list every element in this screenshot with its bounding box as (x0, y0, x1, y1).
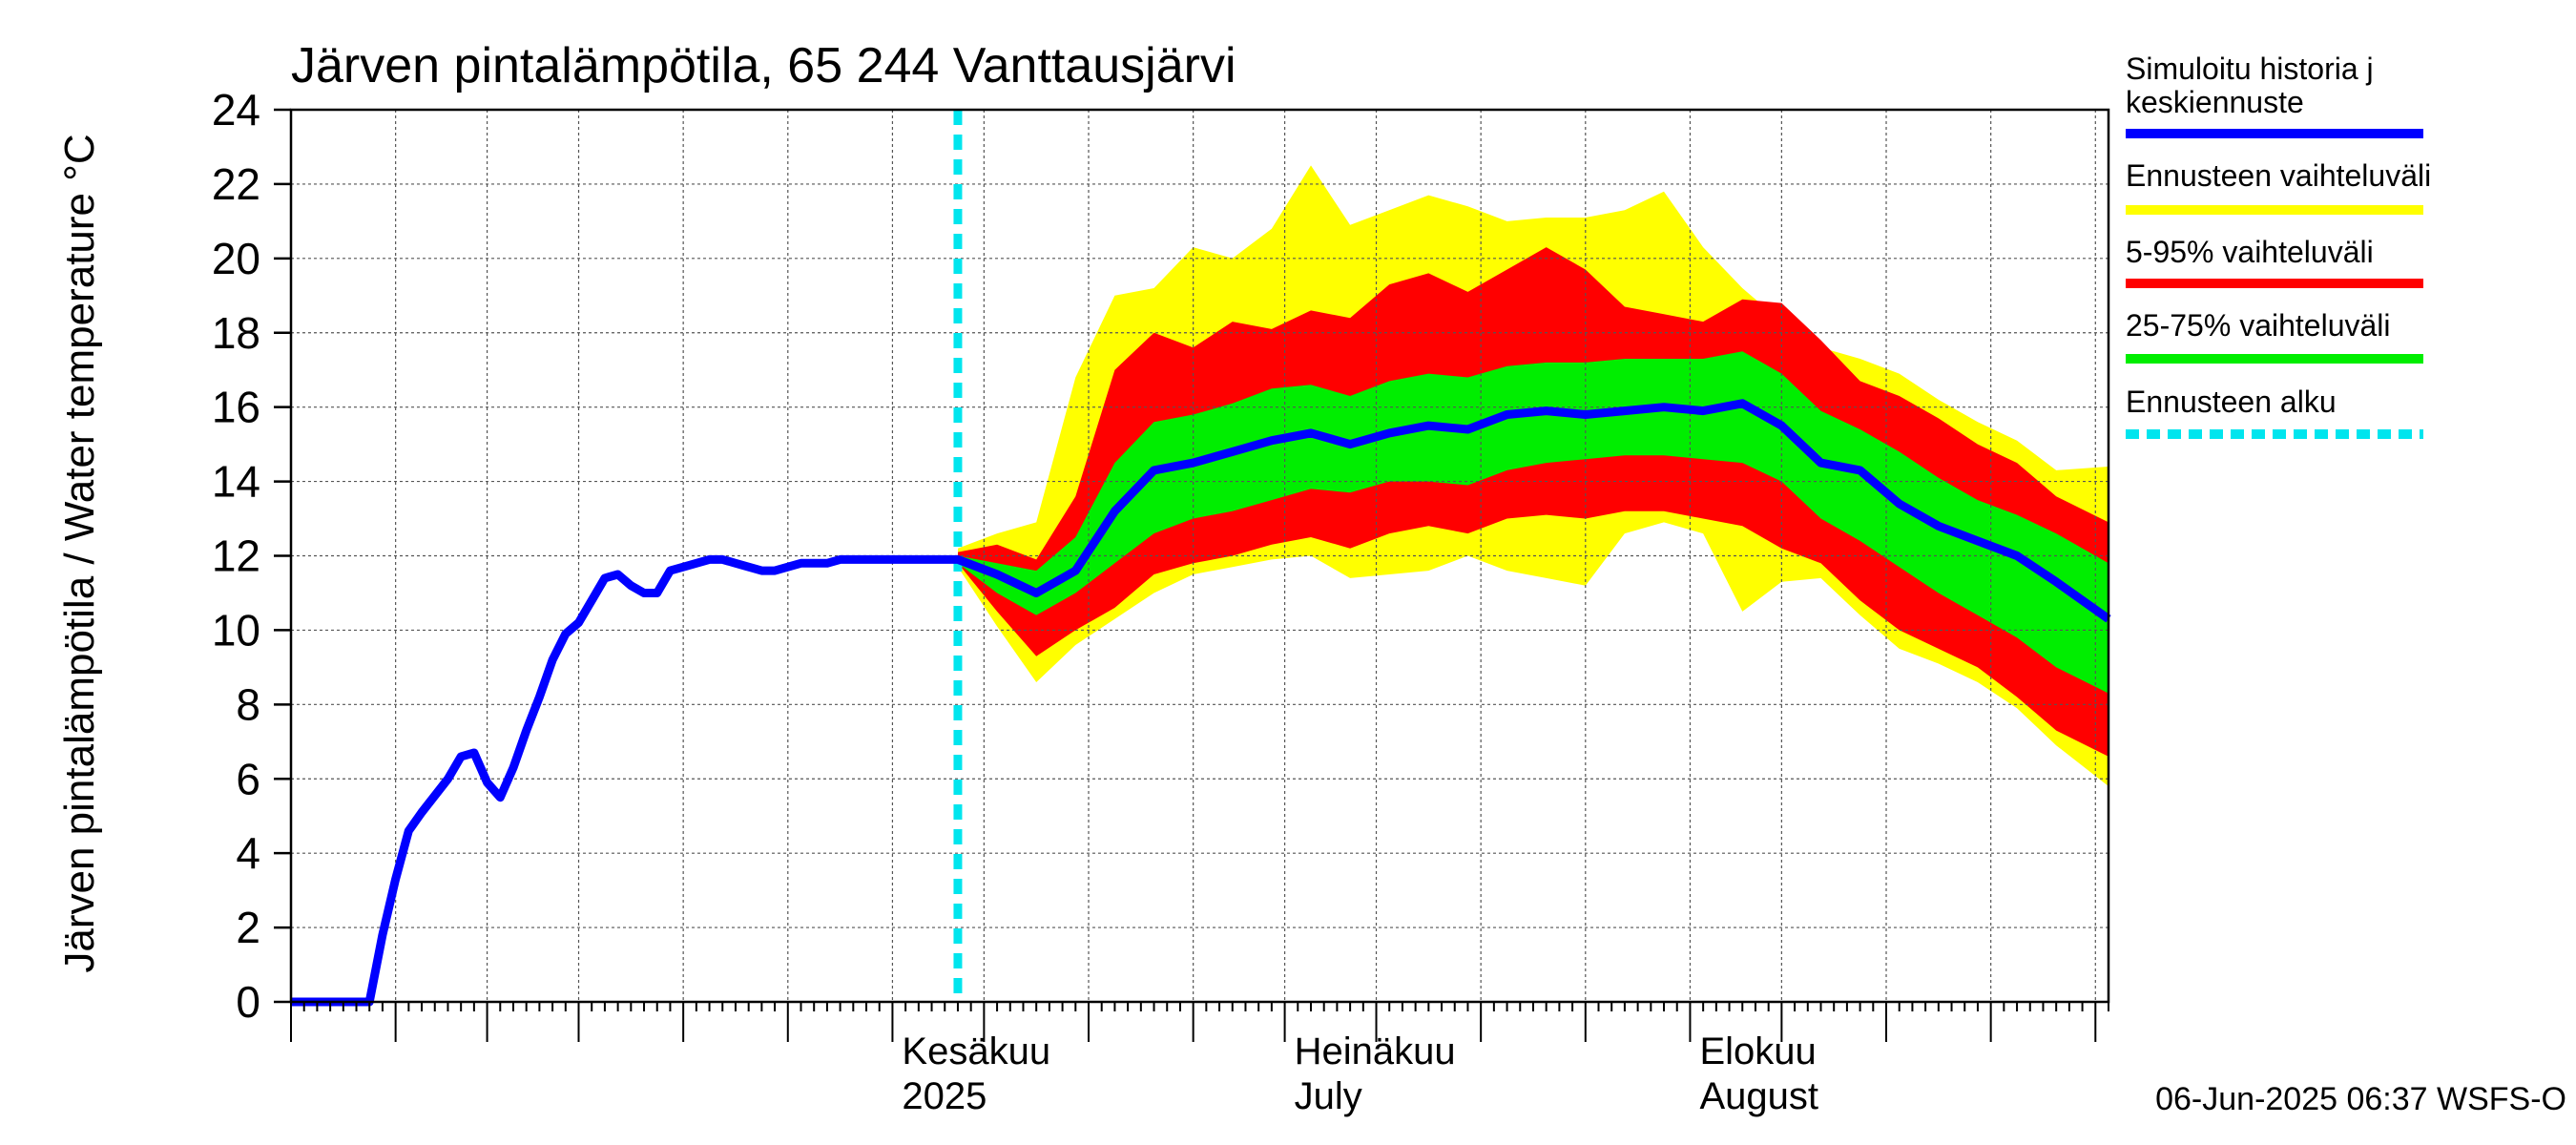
y-tick-label: 2 (236, 903, 260, 952)
x-month-sublabel: 2025 (902, 1075, 987, 1117)
legend-label: Ennusteen vaihteluväli (2126, 158, 2431, 193)
y-tick-label: 6 (236, 754, 260, 803)
y-axis-label: Järven pintalämpötila / Water temperatur… (56, 134, 103, 972)
y-tick-label: 20 (212, 234, 260, 283)
legend-label: Simuloitu historia j (2126, 52, 2374, 86)
series-lines (291, 110, 2111, 1007)
y-tick-label: 0 (236, 977, 260, 1027)
legend-label: Ennusteen alku (2126, 385, 2337, 419)
y-tick-label: 24 (212, 85, 260, 135)
legend-label: 5-95% vaihteluväli (2126, 235, 2374, 269)
band-5-95 (958, 247, 2109, 757)
y-tick-label: 22 (212, 159, 260, 209)
legend: Simuloitu historia j keskiennuste Ennuste… (2126, 52, 2431, 439)
y-tick-label: 18 (212, 308, 260, 358)
y-tick-label: 4 (236, 828, 260, 878)
legend-label: 25-75% vaihteluväli (2126, 308, 2391, 343)
axes: 024681012141618202224Kesäkuu2025Heinäkuu… (212, 85, 2110, 1117)
median-line (291, 399, 2111, 1007)
legend-label: keskiennuste (2126, 85, 2304, 119)
x-month-label: Elokuu (1699, 1030, 1816, 1072)
forecast-bands (958, 165, 2109, 786)
y-tick-label: 14 (212, 457, 260, 507)
y-tick-label: 8 (236, 679, 260, 729)
chart-title: Järven pintalämpötila, 65 244 Vanttausjä… (291, 38, 1236, 94)
x-month-sublabel: July (1295, 1075, 1362, 1117)
y-tick-label: 12 (212, 531, 260, 581)
x-month-label: Heinäkuu (1295, 1030, 1456, 1072)
y-tick-label: 10 (212, 605, 260, 655)
band-25-75 (958, 351, 2109, 694)
timestamp-footer: 06-Jun-2025 06:37 WSFS-O (2155, 1081, 2566, 1117)
x-month-label: Kesäkuu (902, 1030, 1050, 1072)
x-month-sublabel: August (1699, 1075, 1818, 1117)
y-tick-label: 16 (212, 383, 260, 432)
